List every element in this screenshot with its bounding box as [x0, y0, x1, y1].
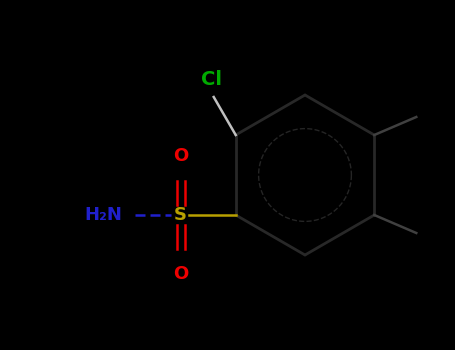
Text: O: O	[173, 265, 188, 283]
Text: S: S	[174, 206, 187, 224]
Text: Cl: Cl	[201, 70, 222, 89]
Text: O: O	[173, 147, 188, 165]
Text: H₂N: H₂N	[85, 206, 123, 224]
